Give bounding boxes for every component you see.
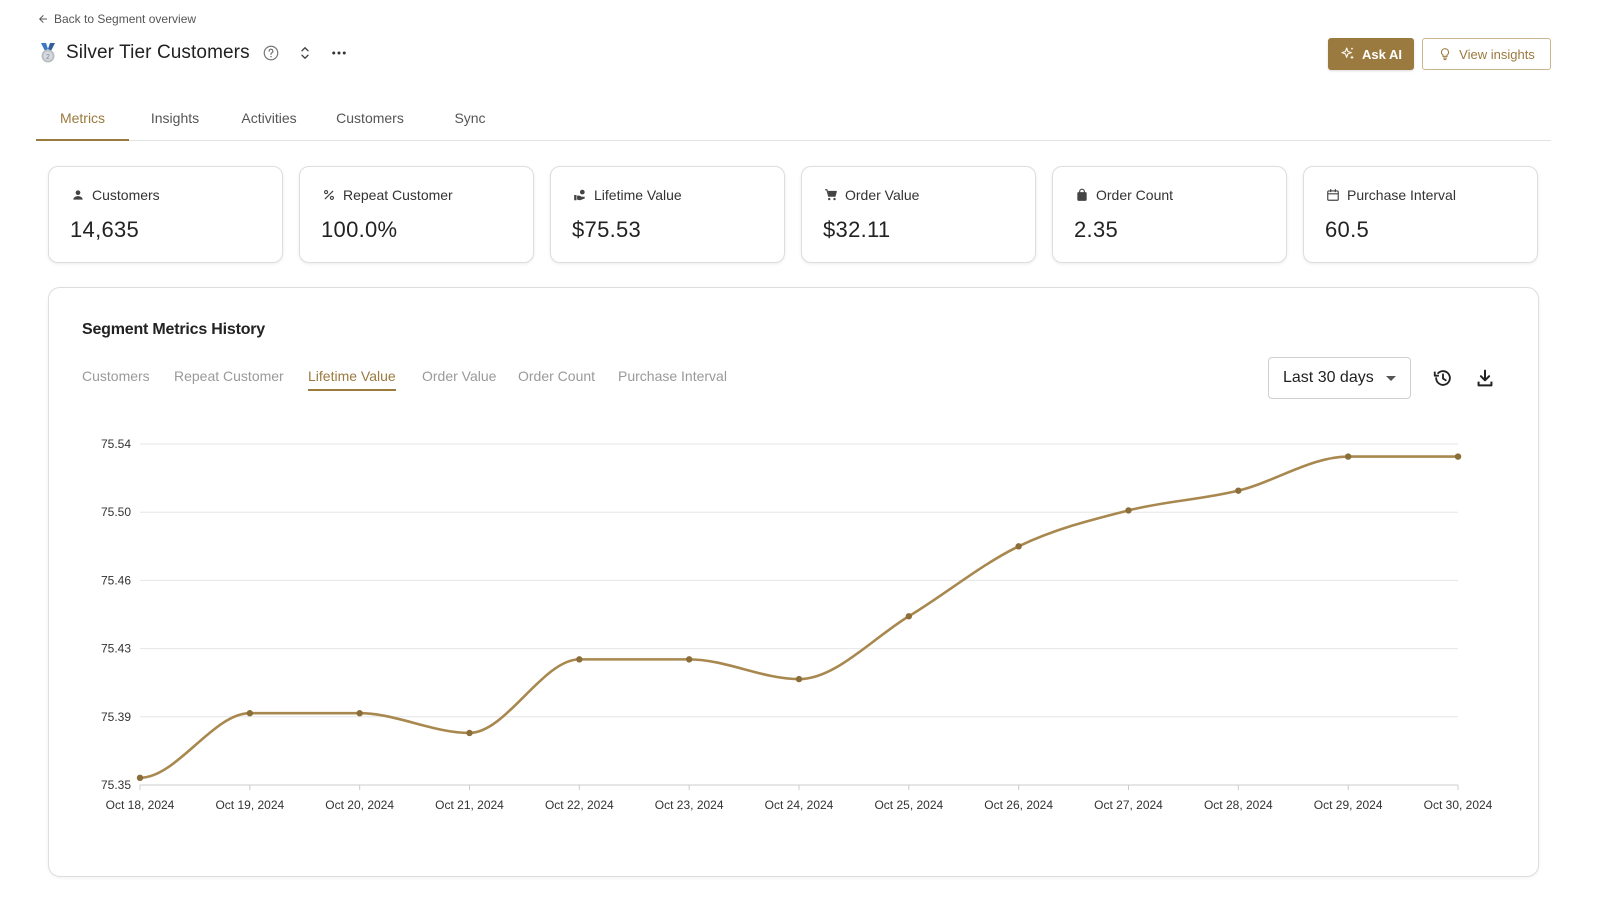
card-value-purchase-interval: 60.5 [1325, 217, 1370, 242]
card-label-text: Repeat Customer [343, 187, 453, 203]
tab-insights[interactable]: Insights [150, 110, 200, 126]
data-point [1344, 453, 1352, 460]
history-title: Segment Metrics History [82, 321, 266, 338]
y-tick-label: 75.39 [101, 710, 131, 724]
card-label-repeat-customer: Repeat Customer [322, 187, 453, 203]
card-label-text: Order Value [845, 187, 920, 203]
x-tick-label: Oct 24, 2024 [765, 798, 834, 812]
card-value-order-count: 2.35 [1074, 217, 1119, 242]
view-insights-button[interactable]: View insights [1422, 38, 1551, 70]
data-point [136, 774, 144, 782]
metric-tab-order-value[interactable]: Order Value [422, 368, 497, 384]
metric-tab-customers[interactable]: Customers [82, 368, 150, 384]
x-tick-label: Oct 20, 2024 [325, 798, 394, 812]
metric-card-repeat-customer[interactable]: Repeat Customer 100.0% [299, 166, 534, 263]
metric-card-order-count[interactable]: Order Count 2.35 [1052, 166, 1287, 263]
data-point [246, 710, 254, 717]
x-tick-label: Oct 22, 2024 [545, 798, 614, 812]
card-value-lifetime-value: $75.53 [572, 217, 642, 242]
metric-card-order-value[interactable]: Order Value $32.11 [801, 166, 1036, 263]
lifetime-value-line-chart: 75.35 75.39 75.43 75.46 75.50 75.54 Oct 18, 20… [101, 437, 1493, 812]
page-header: 2 Silver Tier Customers [38, 38, 362, 68]
metric-card-purchase-interval[interactable]: Purchase Interval 60.5 [1303, 166, 1538, 263]
main-tabs: Metrics Insights Activities Customers Sy… [36, 96, 1551, 141]
back-to-segment-overview-link[interactable]: Back to Segment overview [37, 12, 196, 26]
metric-card-customers[interactable]: Customers 14,635 [48, 166, 283, 263]
series-line [139, 455, 1458, 780]
x-tick-label: Oct 26, 2024 [984, 798, 1053, 812]
card-label-customers: Customers [71, 187, 160, 203]
card-label-order-count: Order Count [1075, 187, 1173, 203]
back-link-label: Back to Segment overview [54, 12, 197, 26]
y-tick-label: 75.35 [101, 778, 131, 792]
caret-down-icon [1386, 376, 1396, 381]
medal-icon: 2 [41, 43, 55, 63]
card-value-customers: 14,635 [70, 217, 140, 242]
more-horizontal-icon[interactable] [328, 42, 350, 64]
tab-customers[interactable]: Customers [336, 110, 404, 126]
download-icon[interactable] [1473, 366, 1497, 390]
card-label-text: Order Count [1096, 187, 1174, 203]
x-tick-label: Oct 18, 2024 [106, 798, 175, 812]
data-point [1235, 487, 1242, 494]
x-tick-label: Oct 30, 2024 [1424, 798, 1493, 812]
svg-text:2: 2 [46, 54, 50, 61]
data-point [576, 656, 583, 663]
view-insights-label: View insights [1459, 46, 1535, 62]
data-point [795, 675, 803, 683]
x-tick-label: Oct 23, 2024 [655, 798, 724, 812]
tab-metrics[interactable]: Metrics [36, 96, 129, 141]
data-point [905, 613, 913, 620]
date-range-select[interactable]: Last 30 days [1268, 357, 1411, 399]
bag-icon [1077, 188, 1087, 201]
hand-money-icon [574, 189, 585, 201]
card-label-lifetime-value: Lifetime Value [573, 187, 682, 203]
ask-ai-label: Ask AI [1362, 46, 1402, 62]
tab-activities[interactable]: Activities [241, 110, 297, 126]
x-tick-label: Oct 29, 2024 [1314, 798, 1383, 812]
tab-sync[interactable]: Sync [454, 110, 486, 126]
x-tick-label: Oct 27, 2024 [1094, 798, 1163, 812]
x-tick-label: Oct 19, 2024 [215, 798, 284, 812]
data-point [685, 656, 693, 663]
metric-tab-repeat-customer[interactable]: Repeat Customer [174, 368, 284, 384]
history-icon[interactable] [1431, 366, 1455, 390]
y-tick-label: 75.46 [101, 573, 131, 587]
unfold-icon[interactable] [294, 42, 316, 64]
ask-ai-button[interactable]: Ask AI [1328, 38, 1414, 70]
card-label-order-value: Order Value [824, 187, 919, 203]
cart-icon [825, 189, 837, 201]
y-tick-label: 75.54 [101, 437, 131, 451]
data-point [466, 729, 473, 737]
sparkle-icon [1341, 47, 1354, 60]
metric-card-lifetime-value[interactable]: Lifetime Value $75.53 [550, 166, 785, 263]
help-circle-icon[interactable] [260, 42, 282, 64]
card-label-text: Lifetime Value [594, 187, 682, 203]
segment-metrics-history-panel: Segment Metrics History Customers Repeat… [48, 287, 1539, 877]
card-label-text: Customers [92, 187, 160, 203]
x-tick-label: Oct 28, 2024 [1204, 798, 1273, 812]
card-value-repeat-customer: 100.0% [321, 217, 398, 242]
card-label-text: Purchase Interval [1347, 187, 1456, 203]
arrow-left-icon [39, 15, 47, 23]
card-value-order-value: $32.11 [823, 217, 891, 242]
y-tick-label: 75.50 [101, 505, 131, 519]
data-point [1454, 453, 1462, 460]
calendar-icon [1327, 189, 1339, 201]
x-tick-label: Oct 21, 2024 [435, 798, 504, 812]
y-tick-label: 75.43 [101, 642, 131, 656]
card-label-purchase-interval: Purchase Interval [1326, 187, 1456, 203]
page-title: Silver Tier Customers [66, 42, 250, 63]
data-point [1015, 543, 1022, 550]
person-icon [73, 190, 83, 200]
x-tick-label: Oct 25, 2024 [874, 798, 943, 812]
metric-tab-purchase-interval[interactable]: Purchase Interval [618, 368, 727, 384]
data-point [1125, 507, 1132, 514]
percent-icon [323, 189, 335, 201]
date-range-value: Last 30 days [1283, 369, 1374, 386]
data-point [356, 710, 363, 717]
metric-tab-lifetime-value[interactable]: Lifetime Value [308, 368, 396, 391]
lightbulb-icon [1441, 48, 1450, 61]
metric-tab-order-count[interactable]: Order Count [518, 368, 596, 384]
